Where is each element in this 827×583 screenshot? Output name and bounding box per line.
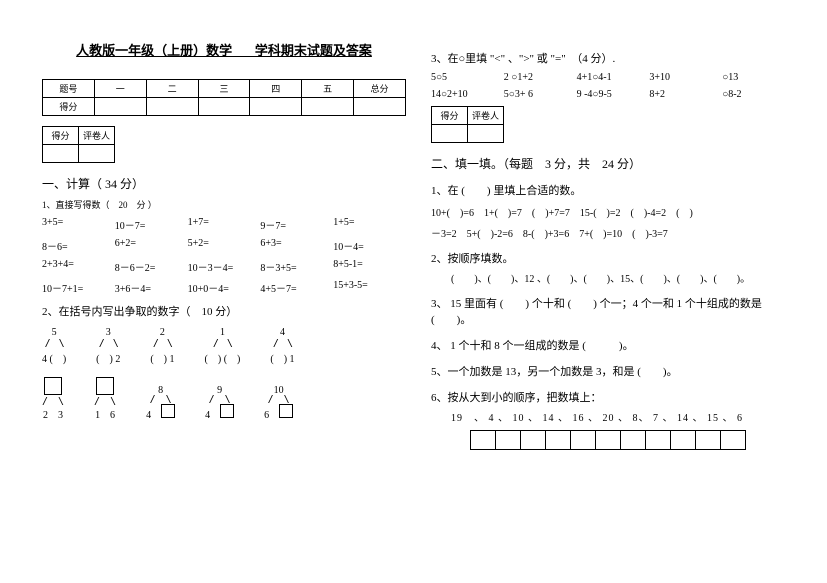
box-row: / \2 3 / \1 6 8/ \4 9/ \4 10/ \6: [42, 377, 406, 421]
h1: 一: [94, 80, 146, 98]
left-column: 人教版一年级（上册）数学 ___学科期末试题及答案 题号 一 二 三 四 五 总…: [30, 40, 418, 563]
mini1: 评卷人: [79, 127, 115, 145]
tree-1: 3/ \( ) 2: [96, 327, 120, 365]
grader-table: 得分评卷人: [42, 126, 115, 163]
q2-1: 1、在 ( ) 里填上合适的数。: [431, 182, 795, 198]
mini0: 得分: [43, 127, 79, 145]
cmp-row-1: 14○2+105○3+ 69 -4○9-58+2○8-2: [431, 89, 795, 100]
box-3: 9/ \4: [205, 385, 234, 421]
q2-6: 6、按从大到小的顺序，把数填上：: [431, 389, 795, 405]
q3: 3、在○里填 "<" 、">" 或 "=" （4 分）.: [431, 50, 795, 66]
tree-2: 2/ \( ) 1: [150, 327, 174, 365]
h5: 五: [302, 80, 354, 98]
calc-row-0: 3+5=10－7=1+7=9－7=1+5=: [42, 217, 406, 232]
exam-title: 人教版一年级（上册）数学 ___学科期末试题及答案: [42, 40, 406, 59]
score-header-row: 题号 一 二 三 四 五 总分: [43, 80, 406, 98]
q2-5: 5、一个加数是 13，另一个加数是 3，和是 ( )。: [431, 363, 795, 379]
right-column: 3、在○里填 "<" 、">" 或 "=" （4 分）. 5○52 ○1+24+…: [419, 40, 807, 563]
sub-1-2: 2、在括号内写出争取的数字（ 10 分）: [42, 303, 406, 319]
tree-row: 5/ \4 ( ) 3/ \( ) 2 2/ \( ) 1 1/ \( ) ( …: [42, 327, 406, 365]
cmp-row-0: 5○52 ○1+24+1○4-13+10○13: [431, 72, 795, 83]
seq-text: ( )、( )、12 、( )、( )、15、( )、( )、( )。: [451, 270, 795, 285]
h2: 二: [146, 80, 198, 98]
h3: 三: [198, 80, 250, 98]
fill-row-1: －3=25+( )-2=68-( )+3=67+( )=10( )-3=7: [431, 225, 795, 240]
h4: 四: [250, 80, 302, 98]
score-table: 题号 一 二 三 四 五 总分 得分: [42, 79, 406, 116]
section-2: 二、填一填。（每题 3 分，共 24 分）: [431, 155, 795, 172]
h0: 题号: [43, 80, 95, 98]
calc-row-2: 2+3+4=8－6－2=10－3－4=8－3+5=8+5-1=: [42, 259, 406, 274]
calc-row-1: 8－6=6+2=5+2=6+3=10－4=: [42, 238, 406, 253]
number-list: 19 、 4 、 10 、 14 、 16 、 20 、 8、 7 、 14 、…: [451, 409, 795, 424]
grader-table-2: 得分评卷人: [431, 106, 504, 143]
score-value-row: 得分: [43, 98, 406, 116]
section-1: 一、计算（ 34 分）: [42, 175, 406, 192]
box-2: 8/ \4: [146, 385, 175, 421]
tree-3: 1/ \( ) ( ): [205, 327, 241, 365]
q2-4: 4、 1 个十和 8 个一组成的数是 ( )。: [431, 337, 795, 353]
calc-row-3: 10－7+1=3+6－4=10+0－4=4+5－7=15+3-5=: [42, 280, 406, 295]
box-4: 10/ \6: [264, 385, 293, 421]
score-label: 得分: [43, 98, 95, 116]
h6: 总分: [354, 80, 406, 98]
tree-4: 4/ \( ) 1: [270, 327, 294, 365]
box-0: / \2 3: [42, 377, 64, 421]
box-1: / \1 6: [94, 377, 116, 421]
tree-0: 5/ \4 ( ): [42, 327, 66, 365]
answer-boxes: [471, 430, 795, 450]
q2-2: 2、按顺序填数。: [431, 250, 795, 266]
fill-row-0: 10+( )=61+( )=7( )+7=715-( )=2( )-4=2( ): [431, 204, 795, 219]
q2-3: 3、 15 里面有 ( ) 个十和 ( ) 个一；4 个一和 1 个十组成的数是…: [431, 295, 795, 327]
sub-1-1: 1、直接写得数（ 20 分 ）: [42, 198, 406, 211]
